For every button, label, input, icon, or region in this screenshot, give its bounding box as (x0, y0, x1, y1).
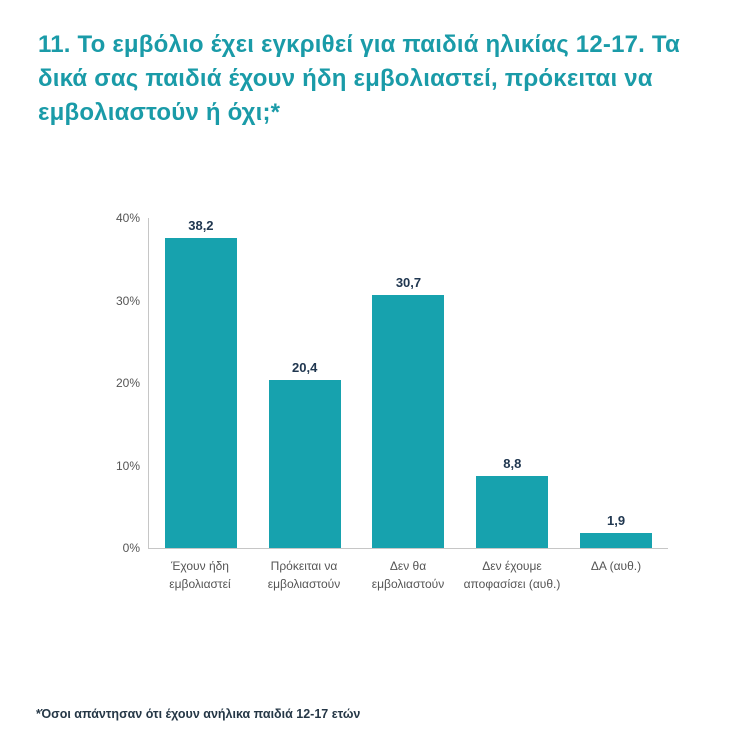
bar-column: 38,2 (151, 218, 251, 549)
bar-column: 20,4 (255, 218, 355, 549)
x-axis-category-label: Δεν θα εμβολιαστούν (371, 559, 445, 591)
y-axis-tick-label: 40% (115, 211, 140, 226)
bar-value-label: 8,8 (503, 455, 522, 471)
y-axis-tick-label: 30% (115, 293, 140, 308)
bar-value-label: 1,9 (607, 512, 626, 528)
x-axis-category-label: Δεν έχουμε αποφασίσει (αυθ.) (463, 559, 561, 591)
x-axis-category-label: ΔΑ (αυθ.) (590, 559, 642, 574)
footnote: *Όσοι απάντησαν ότι έχουν ανήλικα παιδιά… (36, 707, 361, 721)
bar-column: 1,9 (566, 218, 666, 549)
bar (476, 475, 549, 549)
y-axis-tick-label: 0% (122, 541, 140, 556)
x-axis-labels: Έχουν ήδη εμβολιαστεί Πρόκειται να εμβολι… (148, 558, 668, 593)
y-axis-tick-label: 20% (115, 376, 140, 391)
bar-chart: 0% 10% 20% 30% 40% 38,2 20,4 30,7 8,8 1,9 Έχουν ή… (116, 211, 668, 593)
bar (580, 532, 653, 549)
x-axis-category-label: Έχουν ήδη εμβολιαστεί (169, 559, 231, 591)
bar-column: 8,8 (462, 218, 562, 549)
y-axis-tick-label: 10% (115, 458, 140, 473)
chart-title: 11. Το εμβόλιο έχει εγκριθεί για παιδιά … (38, 31, 680, 127)
bar-value-label: 30,7 (395, 274, 422, 290)
bar-value-label: 20,4 (292, 359, 318, 375)
plot-area: 0% 10% 20% 30% 40% 38,2 20,4 30,7 8,8 1,9 (116, 211, 668, 555)
bar (164, 238, 237, 549)
bar (268, 379, 341, 549)
bar-value-label: 38,2 (188, 218, 214, 234)
bar-column: 30,7 (358, 218, 458, 549)
x-axis-category-label: Πρόκειται να εμβολιαστούν (267, 559, 341, 591)
bar (372, 294, 445, 549)
